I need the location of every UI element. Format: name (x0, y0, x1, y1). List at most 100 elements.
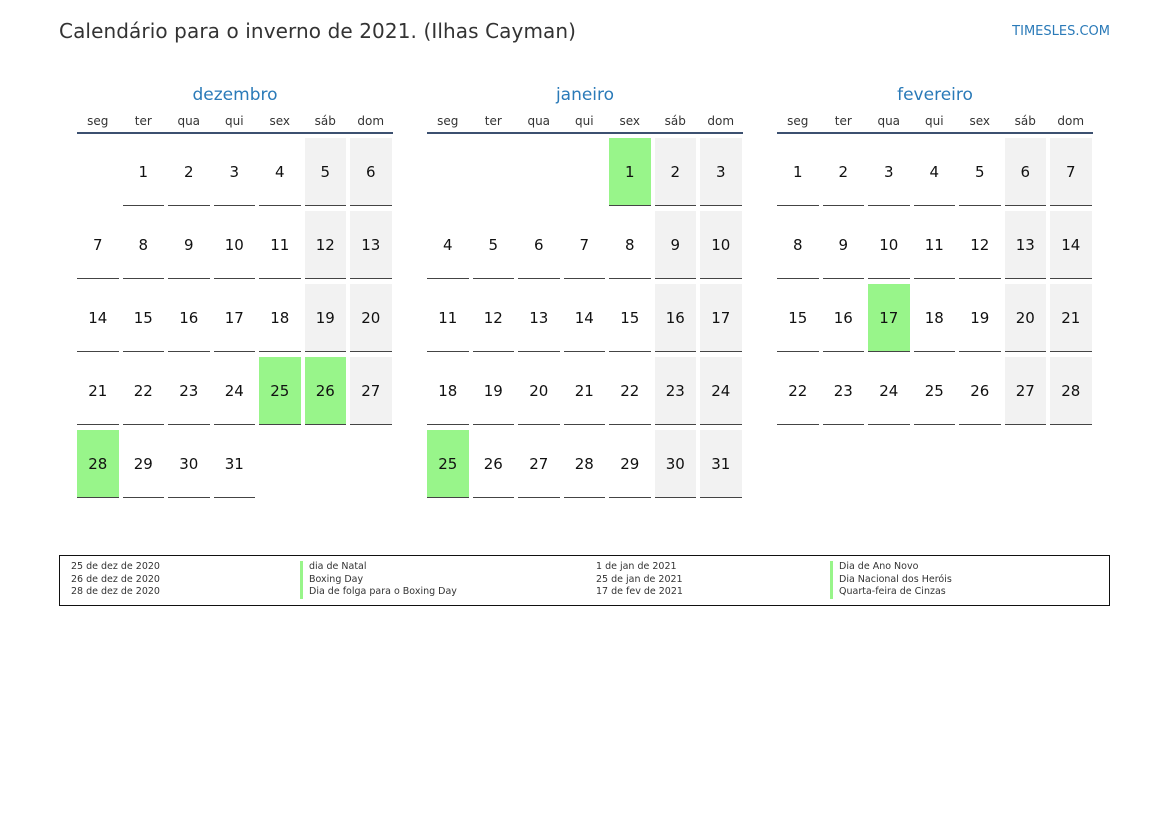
legend-date: 28 de dez de 2020 (71, 586, 160, 598)
empty-day-cell (518, 138, 560, 206)
day-cell: 13 (518, 284, 560, 352)
weekday-label: dom (707, 114, 735, 128)
days-grid: 1 2 3 4 5 6 7 8 9 10 11 12 13 14 15 16 17 18 19 20 21 22 23 24 2… (777, 138, 1093, 425)
legend-date: 26 de dez de 2020 (71, 573, 160, 585)
legend-holiday-name: Dia Nacional dos Heróis (830, 573, 952, 587)
day-cell: 3 (868, 138, 910, 206)
day-cell: 31 (213, 430, 255, 498)
day-cell: 28 (563, 430, 605, 498)
holiday-day-cell: 25 (259, 357, 301, 425)
day-cell: 24 (213, 357, 255, 425)
day-cell: 5 (304, 138, 346, 206)
empty-day-cell (77, 138, 119, 206)
weekday-header: seg ter qua qui sex sáb dom (777, 110, 1093, 134)
weekday-label: ter (134, 114, 152, 128)
day-cell: 8 (777, 211, 819, 279)
day-cell: 22 (122, 357, 164, 425)
day-cell: 10 (868, 211, 910, 279)
day-cell: 7 (77, 211, 119, 279)
day-cell: 10 (700, 211, 742, 279)
day-cell: 11 (913, 211, 955, 279)
empty-day-cell (427, 138, 469, 206)
weekday-label: dom (1057, 114, 1085, 128)
day-cell: 27 (350, 357, 392, 425)
holiday-day-cell: 28 (77, 430, 119, 498)
day-cell: 16 (168, 284, 210, 352)
day-cell: 6 (1004, 138, 1046, 206)
day-cell: 20 (518, 357, 560, 425)
holiday-day-cell: 1 (609, 138, 651, 206)
weekday-label: sáb (1014, 114, 1036, 128)
day-cell: 29 (609, 430, 651, 498)
legend-dates-left: 25 de dez de 2020 26 de dez de 2020 28 d… (71, 561, 160, 599)
day-cell: 25 (913, 357, 955, 425)
day-cell: 15 (777, 284, 819, 352)
day-cell: 28 (1050, 357, 1092, 425)
day-cell: 19 (959, 284, 1001, 352)
day-cell: 18 (913, 284, 955, 352)
day-cell: 16 (822, 284, 864, 352)
day-cell: 17 (213, 284, 255, 352)
legend-date: 25 de jan de 2021 (596, 573, 683, 585)
day-cell: 22 (609, 357, 651, 425)
holiday-day-cell: 17 (868, 284, 910, 352)
day-cell: 7 (563, 211, 605, 279)
month-title: janeiro (555, 85, 615, 105)
day-cell: 23 (654, 357, 696, 425)
day-cell: 23 (168, 357, 210, 425)
day-cell: 12 (959, 211, 1001, 279)
legend-date: 1 de jan de 2021 (596, 561, 677, 572)
day-cell: 21 (1050, 284, 1092, 352)
day-cell: 30 (654, 430, 696, 498)
weekday-label: seg (87, 114, 109, 128)
weekday-header: seg ter qua qui sex sáb dom (427, 110, 743, 134)
day-cell: 9 (822, 211, 864, 279)
weekday-label: sex (269, 114, 291, 128)
day-cell: 26 (959, 357, 1001, 425)
day-cell: 2 (822, 138, 864, 206)
weekday-header: seg ter qua qui sex sáb dom (77, 110, 393, 134)
legend-holiday-name: Dia de Ano Novo (830, 561, 952, 574)
day-cell: 5 (472, 211, 514, 279)
day-cell: 1 (122, 138, 164, 206)
weekday-label: qua (527, 114, 551, 128)
day-cell: 15 (122, 284, 164, 352)
day-cell: 13 (1004, 211, 1046, 279)
day-cell: 14 (563, 284, 605, 352)
legend-dates-right: 1 de jan de 2021 25 de jan de 2021 17 de… (596, 561, 683, 599)
day-cell: 24 (700, 357, 742, 425)
day-cell: 17 (700, 284, 742, 352)
day-cell: 14 (1050, 211, 1092, 279)
holiday-day-cell: 25 (427, 430, 469, 498)
day-cell: 12 (472, 284, 514, 352)
day-cell: 8 (609, 211, 651, 279)
day-cell: 12 (304, 211, 346, 279)
days-grid: 1 2 3 4 5 6 7 8 9 10 11 12 13 14 15 16 17 18 19 20 21 22 23 24 2… (427, 138, 743, 498)
day-cell: 30 (168, 430, 210, 498)
brand-link[interactable]: TIMESLES.COM (1012, 24, 1110, 39)
empty-day-cell (473, 138, 515, 206)
day-cell: 21 (77, 357, 119, 425)
days-grid: 1 2 3 4 5 6 7 8 9 10 11 12 13 14 15 16 17 18 19 20 21 22 23 24 2… (77, 138, 393, 498)
day-cell: 13 (350, 211, 392, 279)
legend-holiday-name: Boxing Day (300, 573, 457, 587)
day-cell: 2 (654, 138, 696, 206)
day-cell: 19 (304, 284, 346, 352)
legend-holiday-name: dia de Natal (300, 561, 457, 574)
day-cell: 7 (1050, 138, 1092, 206)
day-cell: 3 (213, 138, 255, 206)
weekday-label: sáb (664, 114, 686, 128)
weekday-label: seg (437, 114, 459, 128)
day-cell: 8 (122, 211, 164, 279)
day-cell: 26 (472, 430, 514, 498)
weekday-label: sex (969, 114, 991, 128)
day-cell: 9 (168, 211, 210, 279)
holiday-day-cell: 26 (304, 357, 346, 425)
weekday-label: qua (177, 114, 201, 128)
weekday-label: qui (224, 114, 244, 128)
day-cell: 5 (959, 138, 1001, 206)
day-cell: 10 (213, 211, 255, 279)
month-title: fevereiro (897, 85, 973, 105)
